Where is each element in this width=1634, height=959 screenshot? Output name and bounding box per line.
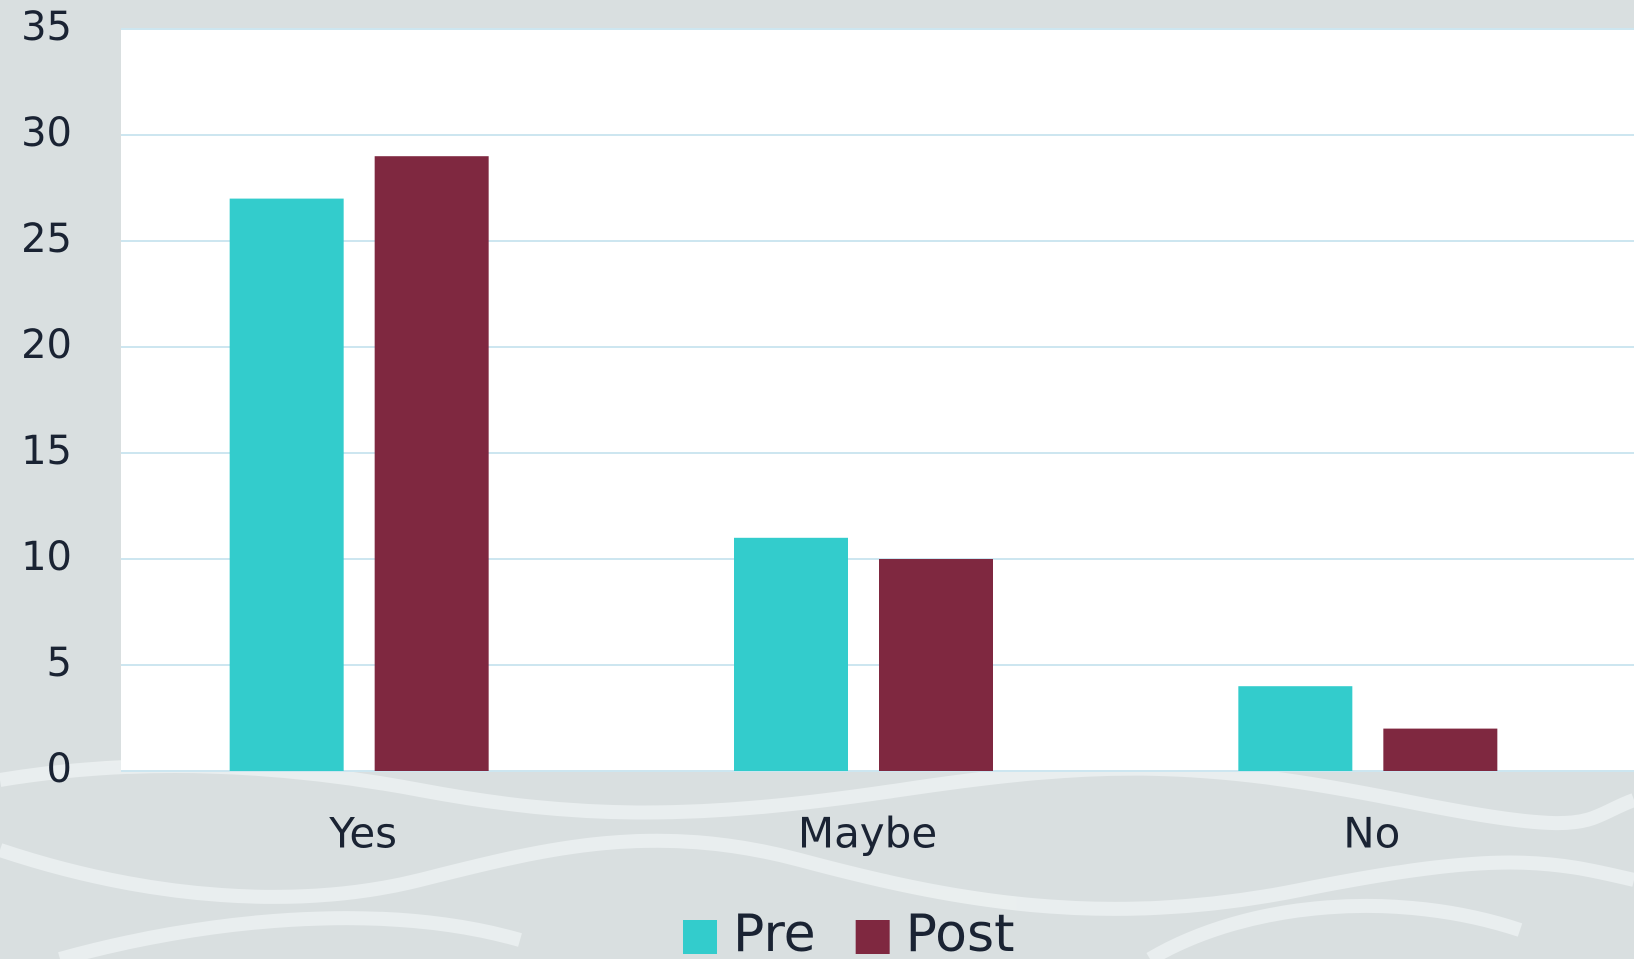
x-tick-label: No bbox=[1343, 809, 1400, 858]
y-tick-label: 5 bbox=[47, 640, 72, 686]
y-tick-label: 15 bbox=[21, 428, 72, 474]
bar bbox=[1383, 729, 1497, 771]
y-tick-label: 10 bbox=[21, 534, 72, 580]
y-tick-label: 25 bbox=[21, 216, 72, 262]
x-tick-label: Maybe bbox=[798, 809, 937, 858]
chart: Pre Post 0 5 10 15 20 25 30 35 Yes Maybe No bbox=[0, 0, 1634, 959]
bar bbox=[734, 538, 848, 771]
bar bbox=[375, 156, 489, 771]
page: {"chart_data": {"type": "bar", "categori… bbox=[0, 0, 1634, 959]
plot-area bbox=[121, 29, 1634, 771]
legend-swatch bbox=[856, 920, 890, 954]
bar bbox=[879, 559, 993, 771]
bar bbox=[1238, 686, 1352, 771]
x-tick-label: Yes bbox=[328, 809, 397, 858]
y-tick-label: 0 bbox=[47, 746, 72, 792]
legend-label: Post bbox=[906, 904, 1015, 959]
y-tick-label: 20 bbox=[21, 322, 72, 368]
bar bbox=[230, 199, 344, 771]
y-tick-label: 30 bbox=[21, 110, 72, 156]
y-tick-label: 35 bbox=[21, 4, 72, 50]
legend-label: Pre bbox=[733, 904, 816, 959]
legend-swatch bbox=[683, 920, 717, 954]
